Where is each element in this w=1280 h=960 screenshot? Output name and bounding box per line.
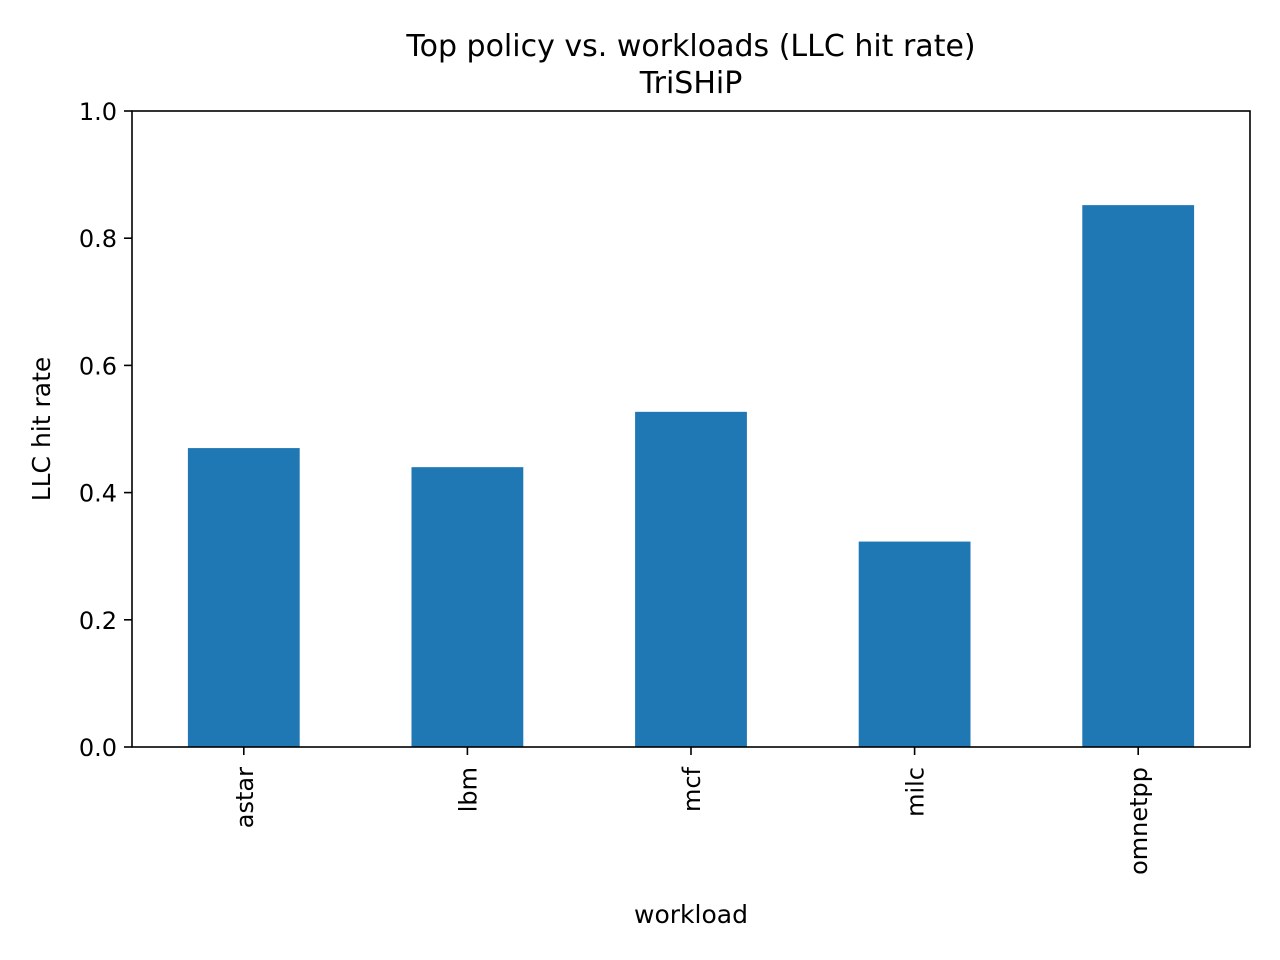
plot-area-frame <box>131 110 1251 748</box>
bar-mcf <box>635 411 747 747</box>
y-tick-label: 0.6 <box>79 352 117 380</box>
y-tick-label: 0.8 <box>79 225 117 253</box>
y-tick-label: 1.0 <box>79 98 117 126</box>
bar-omnetpp <box>1082 205 1195 747</box>
bar-lbm <box>411 467 524 747</box>
bar-milc <box>858 541 971 747</box>
x-tick-label: mcf <box>678 766 706 812</box>
y-axis-label: LLC hit rate <box>27 357 56 502</box>
y-tick-label: 0.4 <box>79 480 117 508</box>
bars-group <box>187 205 1195 747</box>
x-axis-label: workload <box>634 900 748 929</box>
bar-astar <box>187 448 300 747</box>
y-axis-ticks: 0.0 0.2 0.4 0.6 0.8 1.0 <box>79 98 132 762</box>
x-tick-label: omnetpp <box>1125 767 1153 875</box>
y-tick-label: 0.2 <box>79 607 117 635</box>
x-tick-label: astar <box>231 767 259 828</box>
y-tick-label: 0.0 <box>79 734 117 762</box>
x-tick-label: lbm <box>454 767 482 812</box>
chart-title: Top policy vs. workloads (LLC hit rate) <box>405 29 975 64</box>
x-axis-ticks: astar lbm mcf milc omnetpp <box>231 747 1153 875</box>
x-tick-label: milc <box>902 767 930 817</box>
chart-subtitle: TriSHiP <box>639 66 743 101</box>
